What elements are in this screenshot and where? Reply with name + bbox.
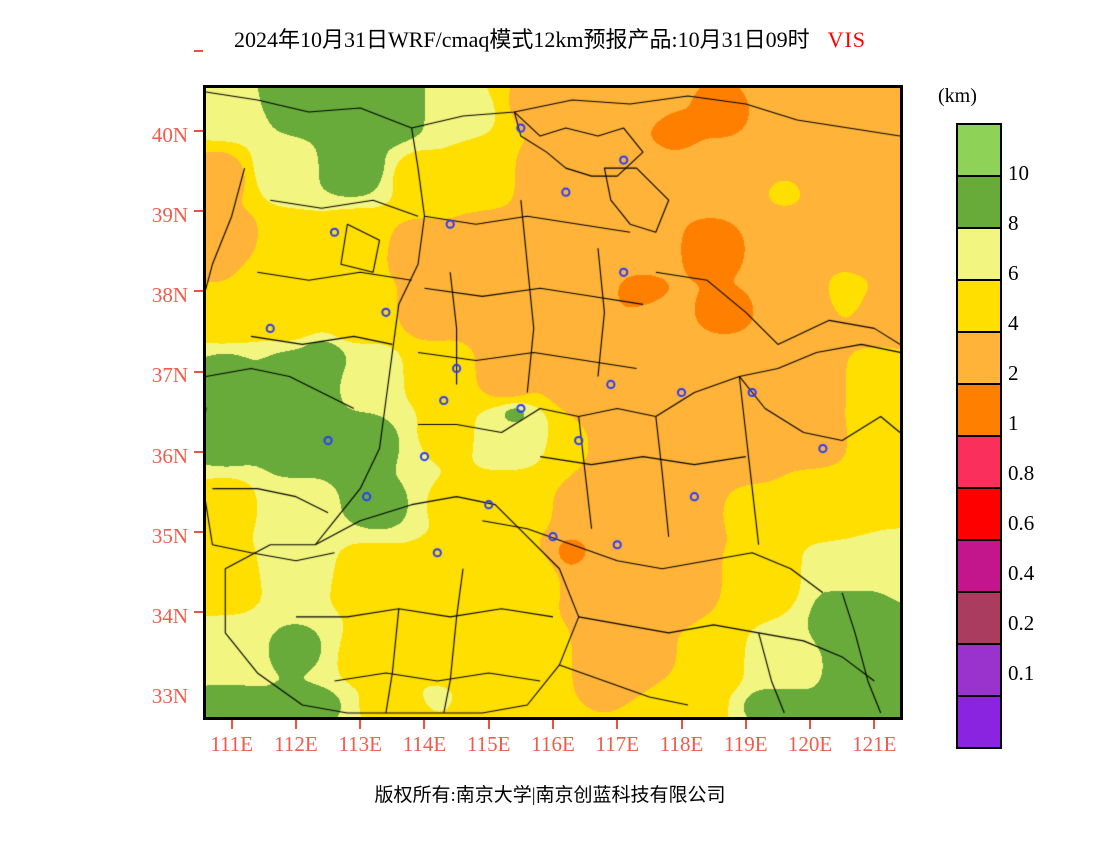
administrative-boundaries-overlay [206,88,900,717]
chart-title: 2024年10月31日WRF/cmaq模式12km预报产品:10月31日09时 … [0,22,1100,54]
lat-tick [194,210,203,213]
title-variable-label: VIS [827,27,867,52]
lon-tick [230,720,233,729]
colorbar-band [958,281,1000,333]
colorbar-tick-label: 1 [1008,411,1019,435]
lon-label: 112E [274,732,318,756]
lon-label: 115E [466,732,511,756]
lat-tick [194,290,203,293]
lat-label: 39N [151,203,188,228]
map-plot-area [203,85,903,720]
lon-tick [616,720,619,729]
colorbar-band [958,229,1000,281]
lon-label: 113E [338,732,382,756]
lat-label: 34N [151,603,188,628]
colorbar-band [958,697,1000,747]
colorbar-tick-label: 0.8 [1008,461,1035,485]
lat-label: 38N [151,283,188,308]
lon-tick [487,720,490,729]
colorbar-tick-label: 0.1 [1008,661,1035,685]
lat-tick [194,130,203,133]
copyright-footer: 版权所有:南京大学|南京创蓝科技有限公司 [374,785,726,806]
lat-label: 40N [151,123,188,148]
lon-tick [294,720,297,729]
lat-tick [194,450,203,453]
lon-label: 117E [595,732,640,756]
colorbar-band [958,489,1000,541]
colorbar-tick-label: 4 [1008,311,1019,335]
lon-label: 119E [723,732,768,756]
title-text: 2024年10月31日WRF/cmaq模式12km预报产品:10月31日09时 [233,27,810,52]
lon-tick [809,720,812,729]
lon-tick [873,720,876,729]
lat-label: 36N [151,443,188,468]
lon-tick [744,720,747,729]
lat-label: 35N [151,523,188,548]
colorbar-tick-label: 2 [1008,361,1019,385]
lat-label: 37N [151,363,188,388]
colorbar-tick-label: 0.4 [1008,561,1035,585]
lon-label: 111E [210,732,254,756]
lat-tick [194,370,203,373]
lon-tick [423,720,426,729]
colorbar-band [958,645,1000,697]
colorbar-swatch-stack [956,123,1002,749]
colorbar-tick-label: 0.6 [1008,511,1035,535]
lon-label: 116E [531,732,575,756]
lon-label: 120E [787,732,833,756]
lat-tick [194,610,203,613]
colorbar-band [958,333,1000,385]
lon-label: 121E [852,732,897,756]
lat-label: 33N [151,683,188,708]
colorbar-tick-label: 6 [1008,261,1019,285]
colorbar-tick-label: 8 [1008,211,1019,235]
colorbar-band [958,541,1000,593]
colorbar-tick-label: 0.2 [1008,611,1035,635]
lon-tick [680,720,683,729]
colorbar-band [958,437,1000,489]
colorbar: (km) 10 8 6 4 2 1 0.8 0.6 0.4 0.2 0.1 [930,85,1080,749]
colorbar-band [958,385,1000,437]
colorbar-tick-label: 10 [1008,161,1029,185]
lon-label: 118E [659,732,704,756]
colorbar-band [958,177,1000,229]
lon-tick [552,720,554,729]
lon-label: 114E [402,732,447,756]
colorbar-band [958,593,1000,645]
lat-tick [194,530,203,533]
lon-tick [359,720,362,729]
colorbar-band [958,125,1000,177]
lat-tick [194,50,203,53]
colorbar-unit-label: (km) [938,85,977,107]
